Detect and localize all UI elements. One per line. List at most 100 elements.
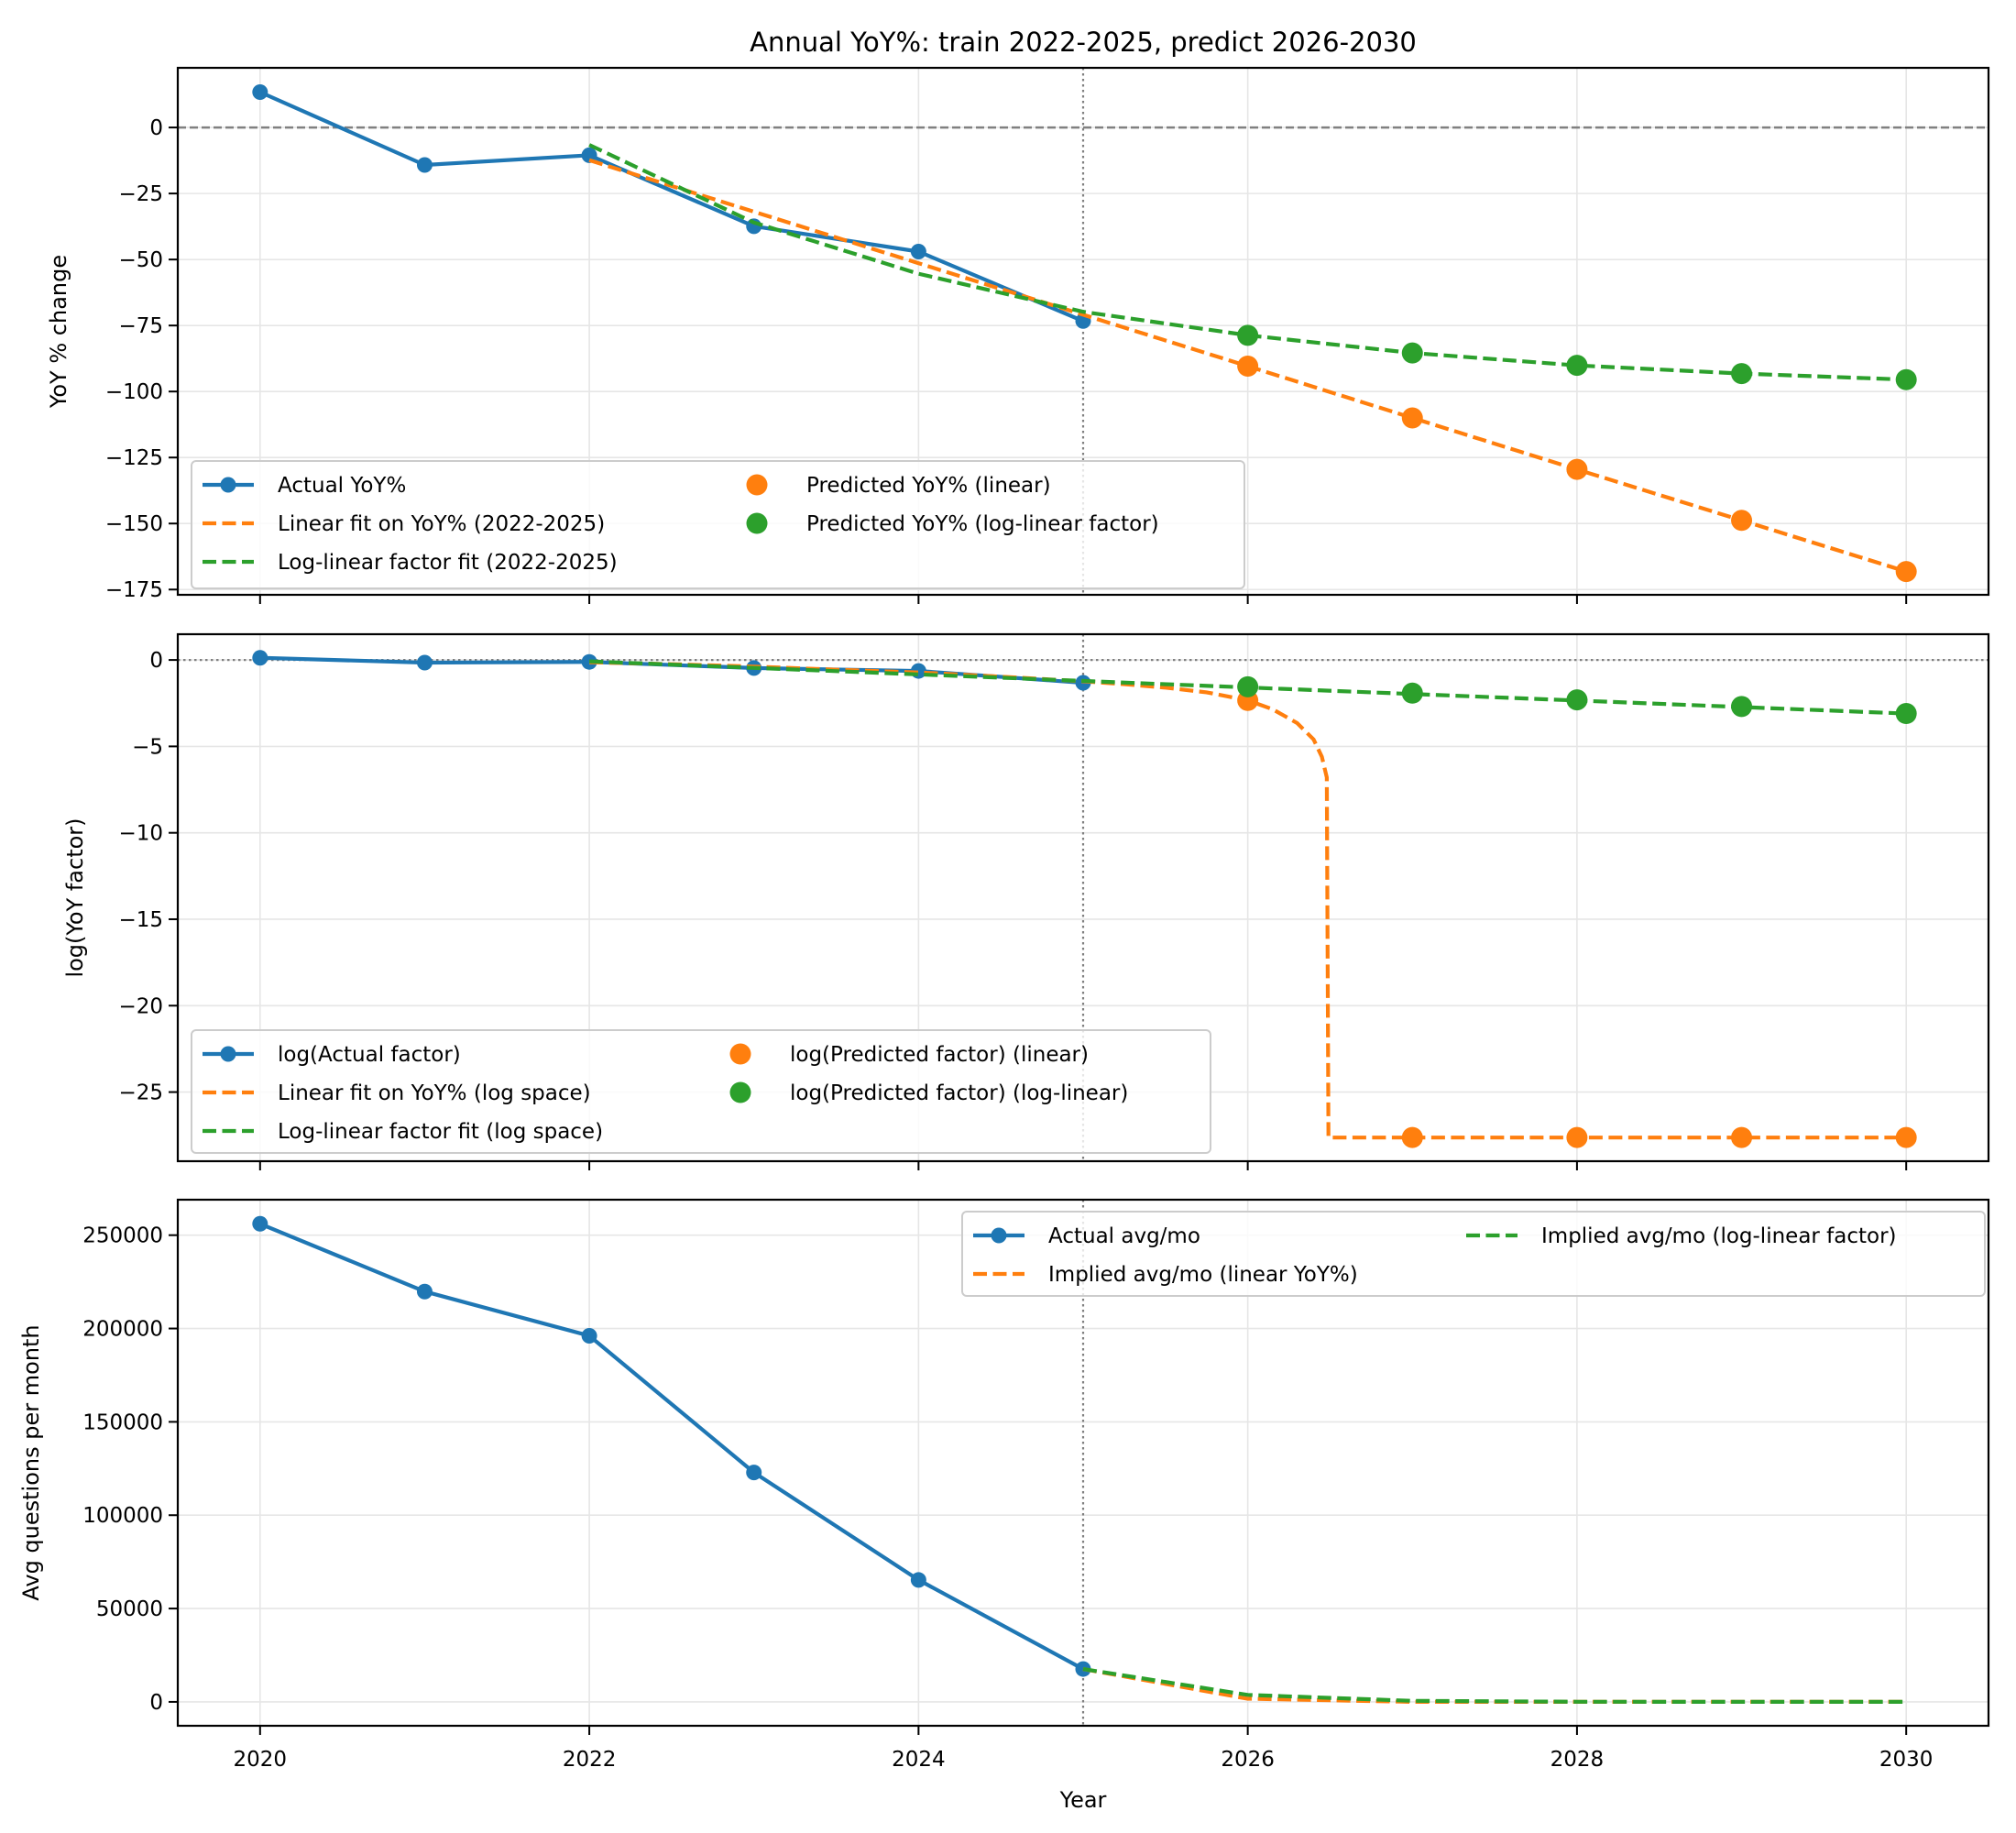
y-tick-label: −20 — [118, 994, 163, 1018]
data-point-predicted-linear — [1895, 561, 1917, 583]
axes-frame — [176, 66, 1990, 597]
data-point-actual — [581, 147, 597, 163]
data-point-predicted-loglinear — [1731, 696, 1753, 718]
data-point-predicted-linear — [1566, 458, 1588, 480]
data-point-actual — [910, 244, 926, 260]
data-point-actual — [252, 84, 268, 101]
y-tick-label: −150 — [105, 512, 163, 536]
y-tick-label: −125 — [105, 446, 163, 470]
y-tick-label: −50 — [118, 248, 163, 272]
y-tick-label: 50000 — [96, 1597, 163, 1621]
y-axis-label: log(YoY factor) — [62, 818, 88, 977]
legend-swatch-dot — [729, 1081, 751, 1103]
legend-item: log(Predicted factor) (log-linear) — [729, 1081, 1128, 1105]
legend: log(Actual factor) Linear fit on YoY% (lo… — [191, 1029, 1211, 1154]
legend-label: log(Actual factor) — [278, 1043, 461, 1067]
y-tick-label: −15 — [118, 908, 163, 932]
data-point-predicted-linear — [1731, 510, 1753, 532]
x-tick-label: 2026 — [1221, 1748, 1275, 1772]
y-tick-label: 200000 — [82, 1318, 163, 1342]
y-tick-label: 0 — [149, 1691, 163, 1715]
y-tick-label: 100000 — [82, 1504, 163, 1528]
data-point-actual — [252, 1215, 268, 1232]
legend-box — [191, 1029, 1211, 1154]
y-axis-label: Avg questions per month — [18, 1324, 44, 1600]
legend-item: Actual avg/mo — [973, 1224, 1200, 1248]
y-tick-label: −75 — [118, 314, 163, 338]
x-axis-label: Year — [1059, 1787, 1107, 1813]
legend-label: Log-linear factor fit (log space) — [278, 1120, 603, 1144]
legend-item: Predicted YoY% (linear) — [746, 474, 1051, 498]
legend-item: Linear fit on YoY% (2022-2025) — [203, 512, 605, 536]
y-tick-label: −175 — [105, 578, 163, 602]
data-point-predicted-loglinear — [1401, 682, 1423, 704]
y-tick-label: −100 — [105, 380, 163, 404]
x-tick-label: 2022 — [563, 1748, 617, 1772]
plot-area — [252, 1200, 1907, 1726]
y-tick-label: 250000 — [82, 1224, 163, 1248]
panel-logfactor: 0 −5 −10 −15 −20 −25 log(YoY factor) log(Actual… — [62, 632, 1990, 1170]
figure-title: Annual YoY%: train 2022-2025, predict 20… — [750, 27, 1417, 58]
legend-item: Implied avg/mo (log-linear factor) — [1466, 1224, 1897, 1248]
data-point-actual — [416, 1283, 433, 1300]
data-point-predicted-loglinear — [1237, 675, 1259, 697]
legend-swatch-marker — [991, 1227, 1007, 1244]
legend-item: Implied avg/mo (linear YoY%) — [973, 1263, 1358, 1287]
series-line-actual — [259, 1222, 1084, 1671]
legend-label: log(Predicted factor) (linear) — [790, 1043, 1089, 1067]
x-tick-label: 2028 — [1550, 1748, 1605, 1772]
data-point-predicted-loglinear — [1895, 368, 1917, 390]
data-point-actual — [416, 654, 433, 671]
data-point-predicted-loglinear — [1566, 689, 1588, 711]
legend-swatch-marker — [220, 477, 236, 493]
legend-swatch-dot — [729, 1043, 751, 1065]
data-point-predicted-loglinear — [1895, 703, 1917, 725]
x-tick-label: 2020 — [234, 1748, 288, 1772]
plot-area — [178, 634, 1989, 1161]
data-point-predicted-loglinear — [1401, 342, 1423, 364]
series-line-actual — [258, 90, 1084, 324]
legend-box — [961, 1211, 1986, 1297]
legend-item: log(Predicted factor) (linear) — [729, 1043, 1089, 1067]
legend-swatch-dot — [746, 474, 768, 496]
legend-swatch-marker — [220, 1046, 236, 1062]
data-point-actual — [746, 1465, 762, 1481]
legend-item: Log-linear factor fit (log space) — [203, 1120, 603, 1144]
data-point-predicted-linear — [1401, 407, 1423, 429]
data-point-predicted-linear — [1566, 1126, 1588, 1148]
data-point-predicted-linear — [1401, 1126, 1423, 1148]
data-point-actual — [252, 650, 268, 666]
legend-label: log(Predicted factor) (log-linear) — [790, 1081, 1128, 1105]
y-tick-label: −25 — [118, 182, 163, 206]
series-line-loglinear — [1082, 1667, 1907, 1705]
legend-item: Log-linear factor fit (2022-2025) — [203, 551, 618, 575]
legend: Actual YoY% Linear fit on YoY% (2022-2025… — [191, 460, 1245, 589]
panel-yoy: 0 −25 −50 −75 −100 −125 −150 −175 YoY % change Ac… — [46, 66, 1990, 604]
legend-item: Actual YoY% — [203, 474, 406, 498]
data-point-actual — [416, 157, 433, 173]
data-point-actual — [910, 1572, 926, 1588]
data-point-predicted-linear — [1237, 356, 1259, 378]
legend-label: Log-linear factor fit (2022-2025) — [278, 551, 618, 575]
y-tick-label: 150000 — [82, 1410, 163, 1434]
axes-frame — [176, 632, 1990, 1163]
y-tick-label: −10 — [118, 822, 163, 846]
legend: Actual avg/mo Implied avg/mo (linear YoY%… — [961, 1211, 1986, 1297]
legend-label: Predicted YoY% (linear) — [806, 474, 1051, 498]
data-point-predicted-linear — [1895, 1126, 1917, 1148]
data-point-predicted-loglinear — [1731, 363, 1753, 385]
y-tick-label: −5 — [132, 735, 163, 759]
legend-label: Linear fit on YoY% (2022-2025) — [278, 512, 605, 536]
legend-label: Linear fit on YoY% (log space) — [278, 1081, 591, 1105]
legend-label: Implied avg/mo (log-linear factor) — [1541, 1224, 1897, 1248]
legend-box — [191, 460, 1245, 589]
data-point-predicted-linear — [1731, 1126, 1753, 1148]
data-point-predicted-loglinear — [1237, 324, 1259, 346]
legend-item: Linear fit on YoY% (log space) — [203, 1081, 591, 1105]
y-tick-label: 0 — [149, 649, 163, 673]
y-tick-label: −25 — [118, 1081, 163, 1105]
data-point-actual — [1075, 1661, 1091, 1677]
series-line-linear — [1082, 1667, 1907, 1705]
